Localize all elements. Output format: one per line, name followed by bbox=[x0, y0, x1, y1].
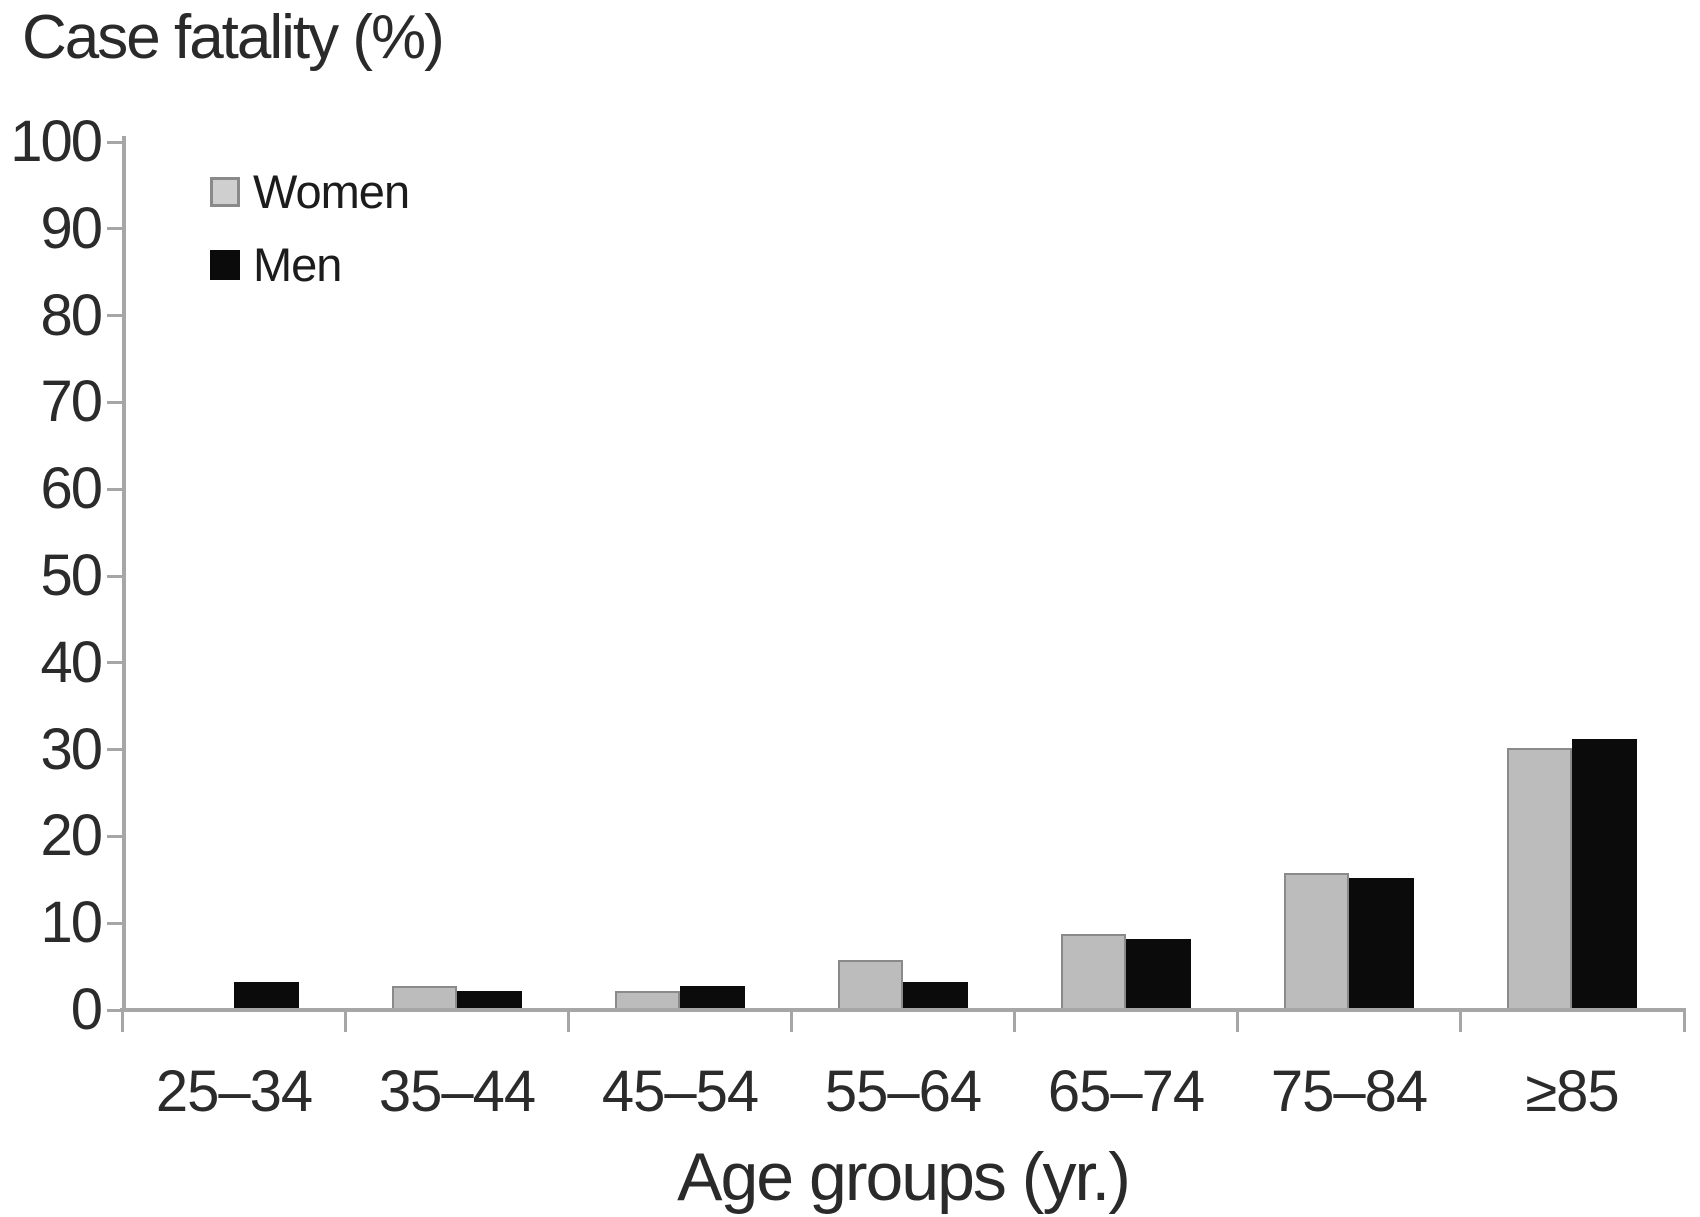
y-tick-label: 40 bbox=[40, 630, 103, 695]
x-tick-label: 55–64 bbox=[824, 1059, 982, 1124]
bar-men-6 bbox=[1349, 878, 1415, 1010]
bar-men-3 bbox=[679, 986, 745, 1010]
bar-women-7 bbox=[1507, 748, 1573, 1010]
y-tick-label: 60 bbox=[40, 456, 103, 521]
bar-men-5 bbox=[1126, 939, 1192, 1010]
x-tick bbox=[1683, 1012, 1686, 1032]
chart-title: Case fatality (%) bbox=[22, 3, 445, 72]
y-tick-label: 10 bbox=[40, 890, 103, 955]
x-tick bbox=[1013, 1012, 1016, 1032]
y-tick-label: 0 bbox=[70, 977, 103, 1042]
y-tick bbox=[107, 748, 122, 751]
x-axis-line bbox=[120, 1008, 1686, 1012]
legend-label-men: Men bbox=[253, 238, 342, 291]
y-tick bbox=[107, 314, 122, 317]
women-series-swatch-icon bbox=[210, 176, 240, 207]
x-tick-label: 65–74 bbox=[1047, 1059, 1205, 1124]
bar-men-1 bbox=[233, 982, 299, 1010]
y-tick bbox=[107, 575, 122, 578]
legend: Women Men bbox=[210, 165, 410, 314]
x-tick-label: 25–34 bbox=[155, 1059, 313, 1124]
legend-label-women: Women bbox=[253, 165, 410, 218]
y-tick bbox=[107, 835, 122, 838]
x-tick bbox=[1236, 1012, 1239, 1032]
y-tick bbox=[107, 401, 122, 404]
x-tick-label: 35–44 bbox=[378, 1059, 536, 1124]
bar-women-6 bbox=[1284, 873, 1350, 1010]
y-tick-label: 100 bbox=[10, 109, 103, 174]
x-tick bbox=[344, 1012, 347, 1032]
y-axis-line bbox=[122, 136, 126, 1012]
x-tick bbox=[790, 1012, 793, 1032]
legend-item-men: Men bbox=[210, 241, 409, 288]
y-tick bbox=[107, 227, 122, 230]
y-tick-label: 30 bbox=[40, 717, 103, 782]
y-tick-label: 80 bbox=[40, 283, 103, 348]
y-tick bbox=[107, 1009, 122, 1012]
y-tick bbox=[107, 141, 122, 144]
y-tick bbox=[107, 488, 122, 491]
legend-item-women: Women bbox=[210, 165, 410, 218]
bar-women-4 bbox=[838, 960, 903, 1010]
x-tick-label: ≥85 bbox=[1525, 1059, 1619, 1124]
y-tick-label: 90 bbox=[40, 196, 103, 261]
bar-men-2 bbox=[456, 991, 522, 1010]
y-tick-label: 70 bbox=[40, 369, 103, 434]
x-tick bbox=[121, 1012, 124, 1032]
x-tick bbox=[567, 1012, 570, 1032]
x-tick bbox=[1459, 1012, 1462, 1032]
bar-women-5 bbox=[1061, 934, 1127, 1010]
bar-women-2 bbox=[391, 986, 457, 1010]
x-axis-title: Age groups (yr.) bbox=[677, 1139, 1131, 1215]
bar-men-4 bbox=[903, 982, 968, 1010]
y-tick-label: 50 bbox=[40, 543, 103, 608]
x-tick-label: 45–54 bbox=[601, 1059, 759, 1124]
y-tick bbox=[107, 661, 122, 664]
x-tick-label: 75–84 bbox=[1270, 1059, 1428, 1124]
y-tick-label: 20 bbox=[40, 803, 103, 868]
y-tick bbox=[107, 922, 122, 925]
men-series-swatch-icon bbox=[210, 249, 240, 280]
bar-men-7 bbox=[1572, 739, 1638, 1010]
